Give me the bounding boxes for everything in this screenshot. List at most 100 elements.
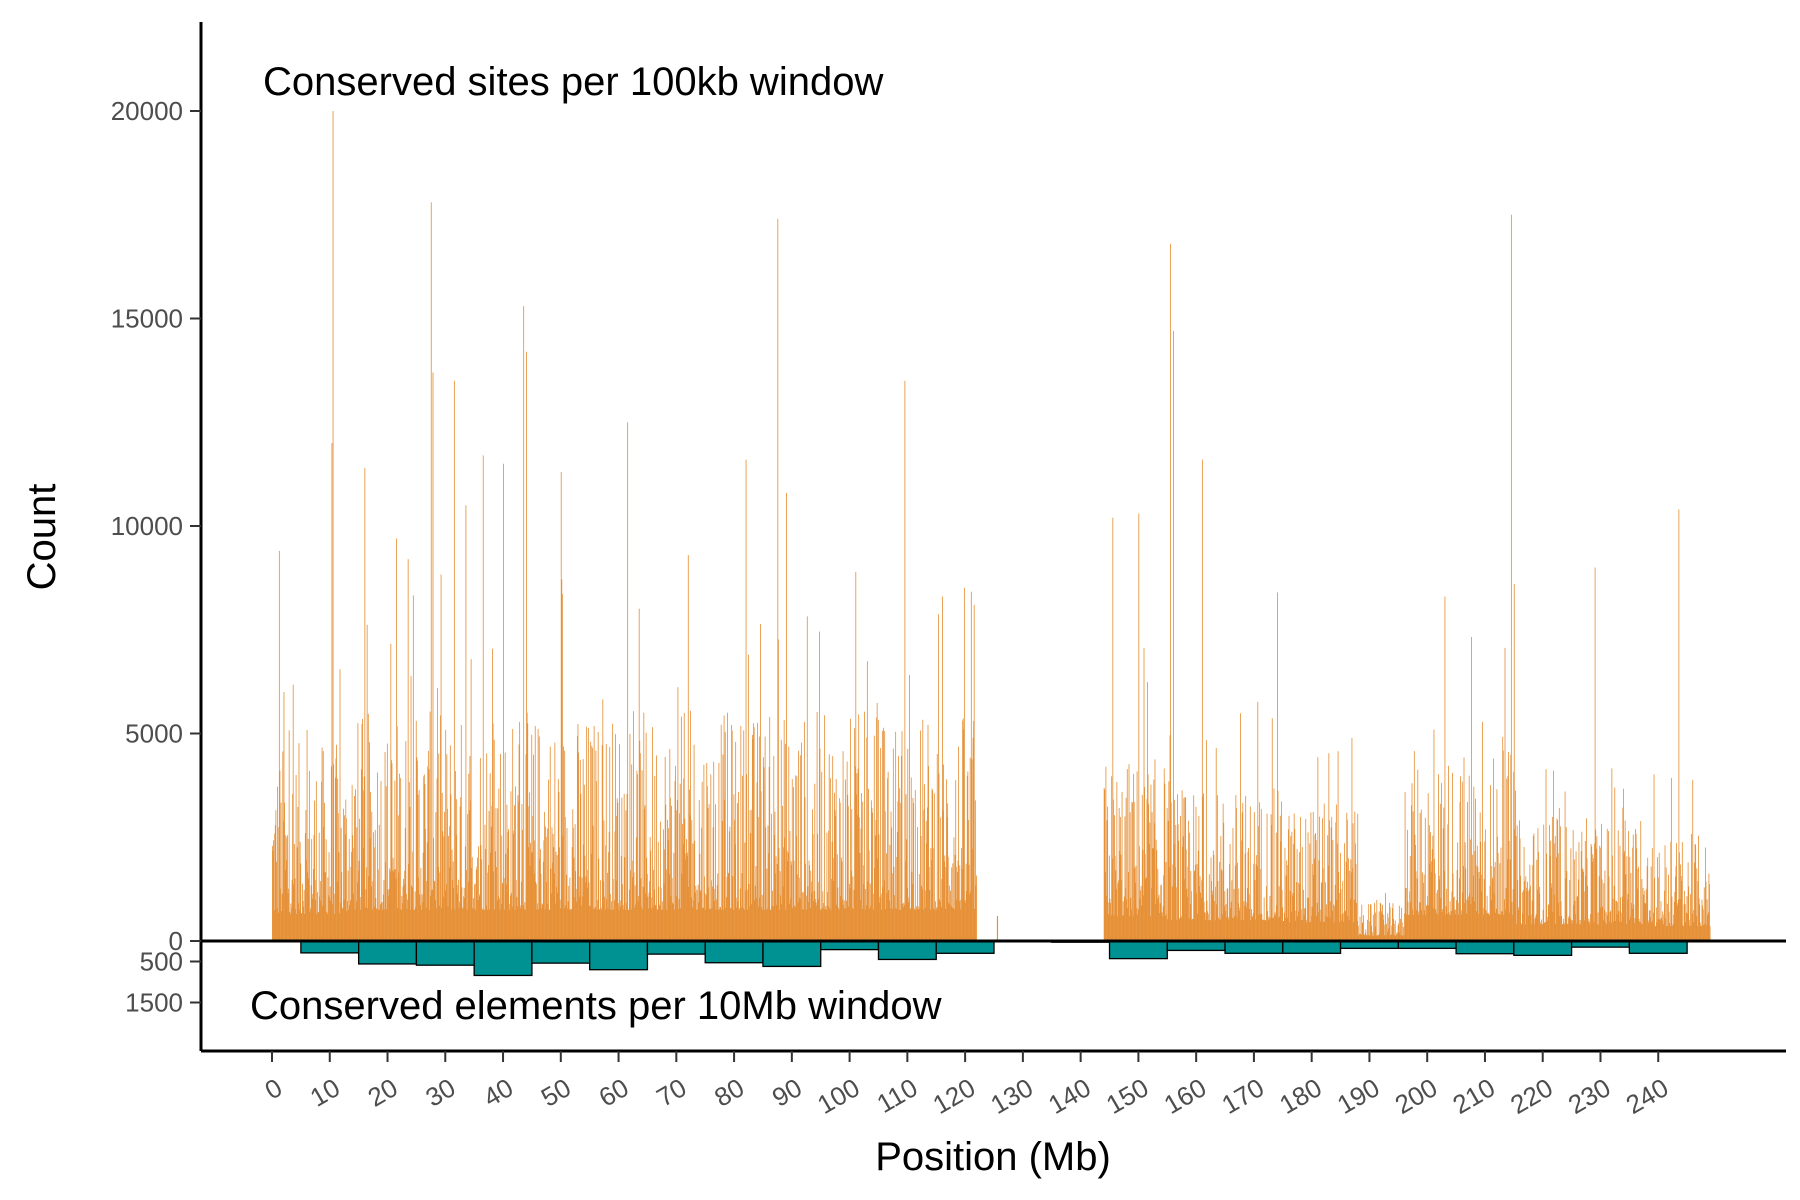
site-bar (787, 852, 789, 941)
site-bar (1542, 909, 1544, 941)
site-bar (1221, 869, 1222, 941)
site-bar (392, 870, 393, 941)
site-bar (1565, 878, 1567, 941)
site-bar (1486, 913, 1487, 941)
site-bar (1387, 913, 1389, 941)
site-bar (422, 902, 424, 941)
site-bar (954, 909, 955, 941)
site-bar (1509, 912, 1511, 941)
site-bar (1264, 920, 1266, 941)
site-bar (1556, 818, 1558, 941)
site-bar (1513, 584, 1515, 941)
site-bar (406, 908, 408, 941)
site-bar (794, 905, 795, 941)
site-bar (540, 873, 542, 941)
site-bar (1304, 907, 1306, 941)
site-bar (860, 828, 862, 941)
site-bar (601, 745, 603, 941)
site-bar (1690, 894, 1691, 941)
site-bar (319, 881, 321, 941)
site-bar (761, 907, 763, 941)
site-bar (1103, 787, 1105, 941)
site-bar (1166, 807, 1168, 941)
site-bar (511, 906, 513, 941)
site-bar (1679, 852, 1680, 941)
site-bar (1145, 877, 1147, 941)
site-bar (1590, 914, 1591, 941)
site-bar (1592, 854, 1594, 941)
site-bar (1337, 751, 1339, 941)
site-bar (595, 750, 597, 941)
site-bar (892, 873, 894, 941)
site-bar (798, 750, 800, 941)
site-bar (272, 845, 273, 941)
site-bar (737, 901, 739, 941)
site-bar (1115, 870, 1117, 941)
site-bar (362, 848, 364, 941)
site-bar (1350, 872, 1352, 941)
site-bar (1252, 913, 1254, 941)
site-bar (1210, 857, 1212, 941)
site-bar (671, 877, 673, 941)
site-bar (456, 799, 458, 941)
site-bar (815, 902, 817, 941)
site-bar (914, 908, 916, 941)
site-bar (1236, 916, 1238, 941)
site-bar (350, 866, 352, 941)
site-bar (691, 820, 693, 941)
site-bar (950, 890, 951, 941)
site-bar (951, 867, 953, 941)
site-bar (627, 909, 629, 941)
site-bar (1592, 858, 1594, 941)
site-bar (614, 831, 616, 941)
site-bar (973, 604, 975, 941)
site-bar (1342, 921, 1344, 941)
site-bar (1430, 832, 1431, 941)
site-bar (1583, 891, 1585, 941)
site-bar (821, 771, 823, 941)
site-bar (684, 859, 686, 941)
site-bar (1457, 842, 1459, 941)
site-bar (351, 852, 352, 941)
site-bar (394, 780, 396, 941)
site-bar (1597, 912, 1599, 941)
site-bar (540, 849, 541, 941)
site-bar (777, 218, 779, 941)
site-bar (488, 811, 490, 941)
site-bar (1160, 884, 1162, 941)
site-bar (866, 737, 868, 941)
site-bar (1463, 865, 1464, 941)
site-bar (1709, 926, 1711, 941)
site-bar (732, 909, 734, 941)
site-bar (281, 893, 283, 941)
site-bar (546, 828, 548, 941)
site-bar (1301, 920, 1303, 941)
site-bar (1297, 882, 1299, 941)
site-bar (1280, 841, 1282, 941)
site-bar (1650, 866, 1652, 941)
site-bar (1313, 858, 1315, 941)
site-bar (1575, 851, 1577, 941)
site-bar (1364, 935, 1366, 941)
site-bar (720, 724, 722, 941)
site-bar (1246, 888, 1248, 941)
site-bar (909, 674, 910, 941)
site-bar (1284, 847, 1286, 941)
site-bar (1693, 922, 1695, 941)
site-bar (305, 810, 307, 941)
site-bar (879, 896, 881, 941)
site-bar (550, 868, 552, 941)
site-bar (1228, 917, 1230, 941)
site-bar (1413, 915, 1415, 941)
site-bar (712, 827, 714, 941)
site-bar (628, 909, 630, 941)
site-bar (952, 863, 954, 941)
site-bar (539, 858, 541, 941)
site-bar (1201, 459, 1203, 941)
site-bar (735, 907, 737, 941)
site-bar (696, 889, 698, 941)
site-bar (660, 821, 661, 941)
site-bar (461, 887, 463, 941)
site-bar (888, 900, 890, 941)
site-bar (1175, 824, 1177, 941)
